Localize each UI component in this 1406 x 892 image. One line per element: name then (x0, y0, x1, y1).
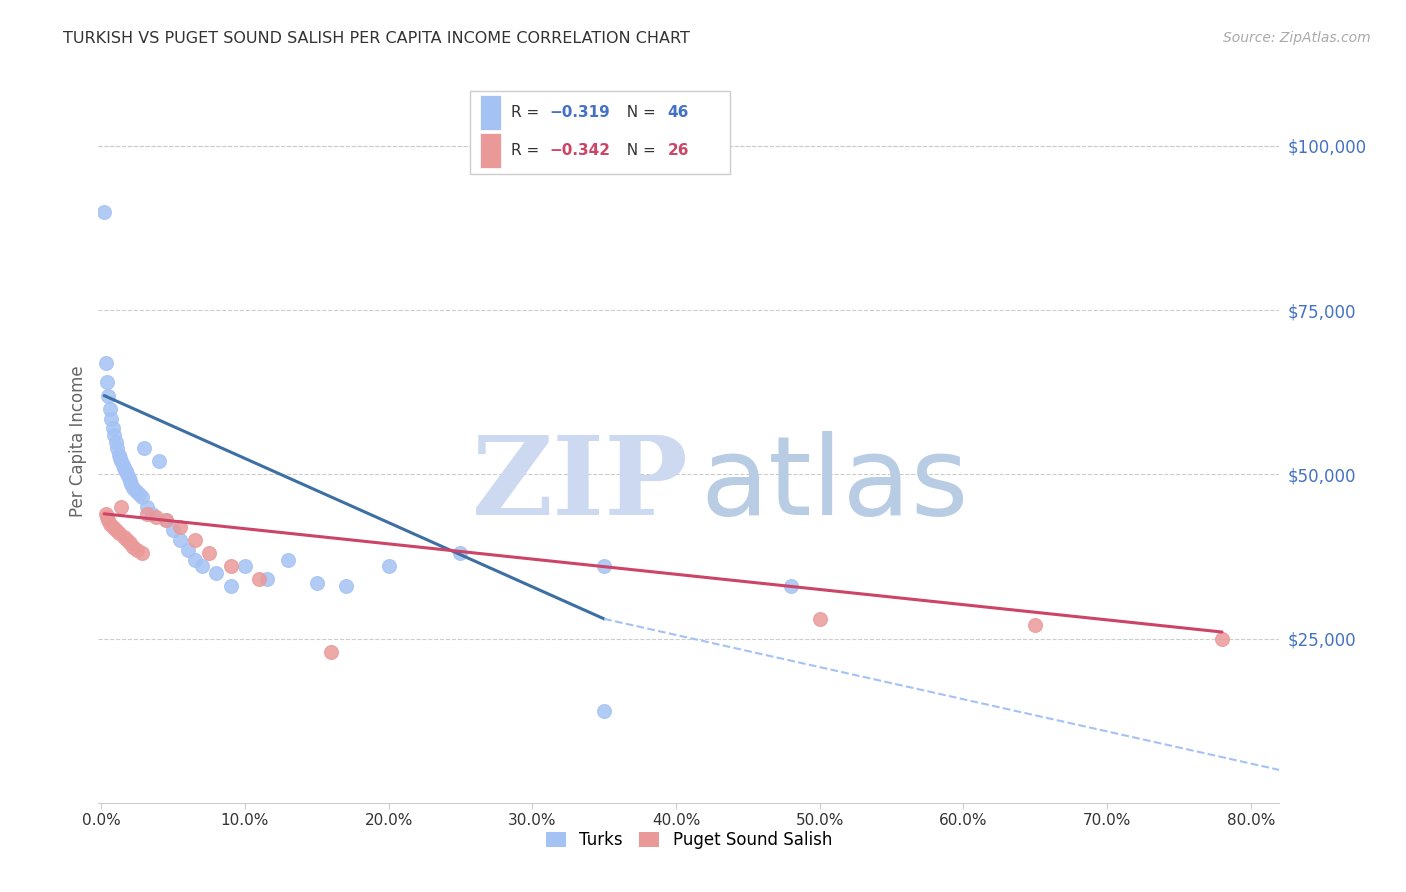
Text: ZIP: ZIP (472, 432, 689, 539)
Point (115, 467, 138, 482)
Point (305, 575, 328, 590)
Point (117, 471, 139, 485)
Point (118, 474, 141, 488)
Text: TURKISH VS PUGET SOUND SALISH PER CAPITA INCOME CORRELATION CHART: TURKISH VS PUGET SOUND SALISH PER CAPITA… (63, 31, 690, 46)
Point (107, 526, 129, 541)
Point (136, 507, 159, 521)
Point (808, 612, 831, 626)
Point (93, 204, 115, 219)
Point (1024, 618, 1046, 632)
Point (97, 388, 120, 402)
Point (94, 507, 117, 521)
Point (256, 573, 278, 587)
Point (105, 441, 128, 455)
Point (141, 507, 163, 521)
Point (98, 401, 121, 416)
Text: 46: 46 (668, 105, 689, 120)
Point (122, 540, 145, 554)
Legend: Turks, Puget Sound Salish: Turks, Puget Sound Salish (538, 824, 839, 856)
Point (115, 533, 138, 547)
Point (593, 559, 616, 574)
Point (127, 542, 149, 557)
Point (183, 553, 205, 567)
Point (162, 523, 184, 537)
Point (101, 520, 124, 534)
Text: −0.319: −0.319 (550, 105, 610, 120)
Point (131, 491, 153, 505)
Point (96, 376, 118, 390)
Point (111, 458, 134, 472)
Point (247, 573, 270, 587)
Point (183, 533, 205, 547)
Point (110, 500, 132, 515)
Point (169, 520, 191, 534)
Point (205, 566, 228, 580)
Point (96, 510, 118, 524)
Point (100, 411, 122, 425)
Point (169, 533, 191, 547)
Point (108, 450, 131, 465)
Point (94, 356, 117, 370)
Point (198, 546, 221, 560)
Text: N =: N = (617, 143, 661, 158)
Point (219, 559, 242, 574)
Point (121, 477, 143, 491)
Bar (479, 133, 501, 168)
Point (118, 536, 141, 550)
Text: R =: R = (510, 143, 544, 158)
Point (122, 481, 145, 495)
Point (128, 487, 150, 501)
Text: N =: N = (617, 105, 661, 120)
Point (110, 454, 132, 468)
Point (97, 513, 120, 527)
Point (98, 516, 121, 531)
Point (176, 542, 198, 557)
Text: atlas: atlas (700, 432, 969, 539)
Text: R =: R = (510, 105, 544, 120)
Point (104, 434, 127, 449)
Point (136, 500, 159, 515)
Point (103, 428, 125, 442)
Text: 26: 26 (668, 143, 689, 158)
Text: Source: ZipAtlas.com: Source: ZipAtlas.com (1223, 31, 1371, 45)
Point (114, 464, 136, 478)
Point (1211, 632, 1233, 646)
Point (219, 579, 242, 593)
Point (125, 483, 148, 498)
Point (131, 546, 153, 560)
Point (155, 513, 177, 527)
Point (112, 530, 135, 544)
Y-axis label: Per Capita Income: Per Capita Income (69, 366, 87, 517)
Point (155, 513, 177, 527)
Point (321, 645, 343, 659)
Point (134, 441, 156, 455)
Point (112, 460, 135, 475)
Bar (479, 95, 501, 130)
FancyBboxPatch shape (471, 91, 730, 174)
Point (780, 579, 803, 593)
Point (104, 523, 127, 537)
Point (145, 510, 167, 524)
Point (148, 454, 170, 468)
Point (593, 704, 616, 718)
Point (450, 546, 472, 560)
Point (277, 553, 299, 567)
Point (335, 579, 357, 593)
Point (107, 448, 129, 462)
Point (191, 559, 214, 574)
Point (233, 559, 256, 574)
Point (101, 421, 124, 435)
Text: −0.342: −0.342 (550, 143, 610, 158)
Point (377, 559, 399, 574)
